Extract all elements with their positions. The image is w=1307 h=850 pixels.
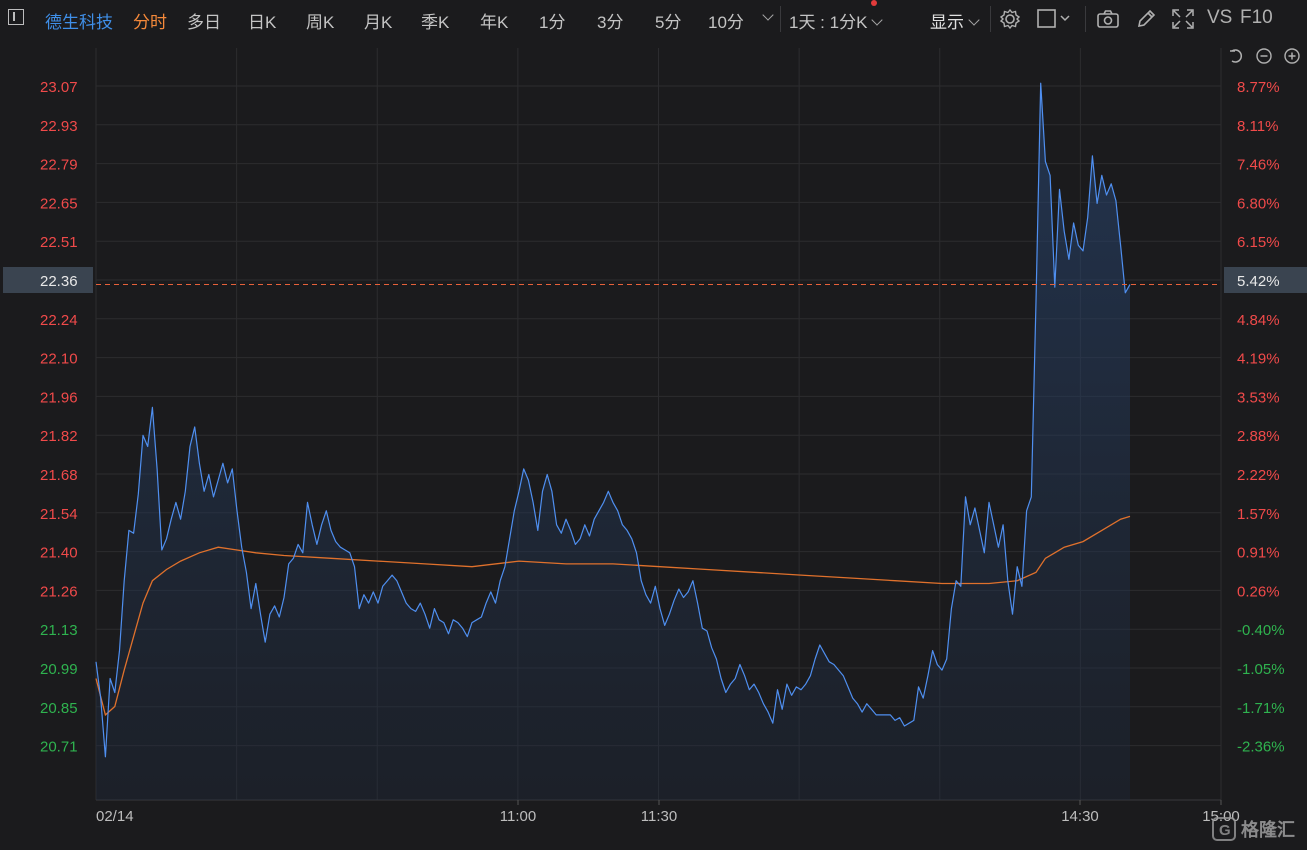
y-tick-label-right: 0.26%	[1237, 583, 1280, 600]
price-area-fill	[96, 83, 1130, 800]
y-tick-label-left: 20.71	[40, 739, 78, 756]
x-tick-label: 11:00	[500, 808, 536, 825]
y-tick-label-left: 21.68	[40, 467, 78, 484]
last-pct-highlight-right	[1224, 267, 1307, 293]
y-axis-left: 23.07 22.93 22.79 22.65 22.51 22.36 22.24 22.10…	[3, 79, 93, 756]
y-tick-label-left: 21.26	[40, 583, 78, 600]
tab-5min[interactable]: 5分	[655, 13, 682, 32]
chart-series	[95, 82, 1131, 758]
tab-intraday[interactable]: 分时	[133, 13, 167, 32]
vs-button[interactable]: VS	[1207, 7, 1233, 28]
y-tick-label-left: 22.79	[40, 157, 78, 174]
gear-icon[interactable]	[999, 8, 1021, 30]
y-tick-label-right: -2.36%	[1237, 739, 1285, 756]
y-tick-label-right: 6.15%	[1237, 234, 1280, 251]
x-tick-label: 02/14	[96, 808, 134, 825]
f10-button[interactable]: F10	[1240, 7, 1273, 28]
y-tick-label-right: 5.42%	[1237, 273, 1280, 290]
tab-multi-day[interactable]: 多日	[187, 13, 221, 32]
logo-g-icon	[1212, 817, 1236, 841]
y-tick-label-right: 8.11%	[1237, 118, 1278, 135]
toolbar-divider	[780, 6, 781, 32]
average-price-line	[95, 515, 1131, 717]
notification-dot	[871, 0, 877, 6]
toolbar-divider	[1085, 6, 1086, 32]
tab-monthly-k[interactable]: 月K	[364, 13, 393, 32]
y-tick-label-left: 20.99	[40, 661, 78, 678]
y-tick-label-right: 4.19%	[1237, 351, 1280, 368]
y-tick-label-left: 22.24	[40, 312, 78, 329]
fullscreen-icon[interactable]	[1171, 8, 1195, 30]
tab-weekly-k[interactable]: 周K	[306, 13, 335, 32]
watermark: G 格隆汇	[1212, 817, 1295, 841]
camera-icon[interactable]	[1096, 8, 1120, 30]
square-icon[interactable]	[1036, 8, 1076, 30]
toolbar: 德生科技 分时 多日 日K 周K 月K 季K 年K 1分 3分 5分 10分 1…	[0, 0, 1307, 38]
y-tick-label-right: 6.80%	[1237, 195, 1280, 212]
y-tick-label-left: 23.07	[40, 79, 78, 96]
x-tick-label: 14:30	[1061, 808, 1099, 825]
display-chevron-down-icon	[968, 14, 980, 26]
watermark-text: 格隆汇	[1241, 819, 1295, 840]
y-tick-label-right: -1.05%	[1237, 661, 1285, 678]
y-tick-label-right: 4.84%	[1237, 312, 1280, 329]
y-tick-label-right: -1.71%	[1237, 700, 1285, 717]
y-tick-label-right: 2.88%	[1237, 428, 1280, 445]
intraday-chart[interactable]: 23.07 22.93 22.79 22.65 22.51 22.36 22.24 22.10…	[0, 38, 1307, 850]
y-tick-label-left: 21.13	[40, 622, 78, 639]
y-tick-label-left: 21.40	[40, 545, 78, 562]
zoom-in-icon[interactable]	[1284, 48, 1300, 64]
y-tick-label-left: 21.54	[40, 506, 78, 523]
y-tick-label-right: 1.57%	[1237, 506, 1280, 523]
y-tick-label-right: 3.53%	[1237, 389, 1280, 406]
y-tick-label-right: 2.22%	[1237, 467, 1280, 484]
tab-3min[interactable]: 3分	[597, 13, 624, 32]
display-menu[interactable]: 显示	[930, 8, 980, 33]
svg-text:G: G	[1219, 822, 1231, 839]
x-tick-label: 11:30	[641, 808, 677, 825]
y-tick-label-left: 22.65	[40, 195, 78, 212]
pencil-icon[interactable]	[1135, 8, 1157, 30]
y-tick-label-right: 0.91%	[1237, 545, 1280, 562]
x-tick-label: 15:00	[1202, 808, 1240, 825]
period-select[interactable]: 1天 : 1分K	[789, 8, 884, 33]
undo-icon[interactable]	[1230, 49, 1242, 63]
price-area	[96, 83, 1130, 800]
y-tick-label-right: 8.77%	[1237, 79, 1280, 96]
y-tick-label-left: 21.82	[40, 428, 78, 445]
last-price-highlight-left	[3, 267, 93, 293]
x-axis: 02/14 11:00 11:30 14:30 15:00	[96, 800, 1240, 825]
y-tick-label-left: 22.36	[40, 273, 78, 290]
toolbar-divider	[990, 6, 991, 32]
display-label: 显示	[930, 13, 964, 32]
tab-yearly-k[interactable]: 年K	[480, 13, 509, 32]
y-tick-label-right: -0.40%	[1237, 622, 1285, 639]
period-chevron-down-icon	[871, 14, 884, 26]
tab-1min[interactable]: 1分	[539, 13, 566, 32]
y-tick-label-left: 22.51	[40, 234, 78, 251]
y-axis-right: 8.77% 8.11% 7.46% 6.80% 6.15% 5.42% 4.84% 4.19%…	[1224, 79, 1307, 756]
price-line	[95, 82, 1131, 758]
y-tick-label-left: 21.96	[40, 389, 78, 406]
y-tick-label-right: 7.46%	[1237, 157, 1280, 174]
period-select-value: 1天 : 1分K	[789, 13, 868, 32]
y-tick-label-left: 22.93	[40, 118, 78, 135]
tab-10min[interactable]: 10分	[708, 13, 744, 32]
more-tabs-chevron-icon[interactable]	[758, 8, 774, 28]
tab-quarterly-k[interactable]: 季K	[421, 13, 450, 32]
zoom-out-icon[interactable]	[1256, 48, 1272, 64]
tab-daily-k[interactable]: 日K	[248, 13, 277, 32]
y-tick-label-left: 20.85	[40, 700, 78, 717]
stock-name[interactable]: 德生科技	[45, 13, 113, 32]
panel-toggle-icon[interactable]	[8, 9, 24, 25]
y-tick-label-left: 22.10	[40, 351, 78, 368]
